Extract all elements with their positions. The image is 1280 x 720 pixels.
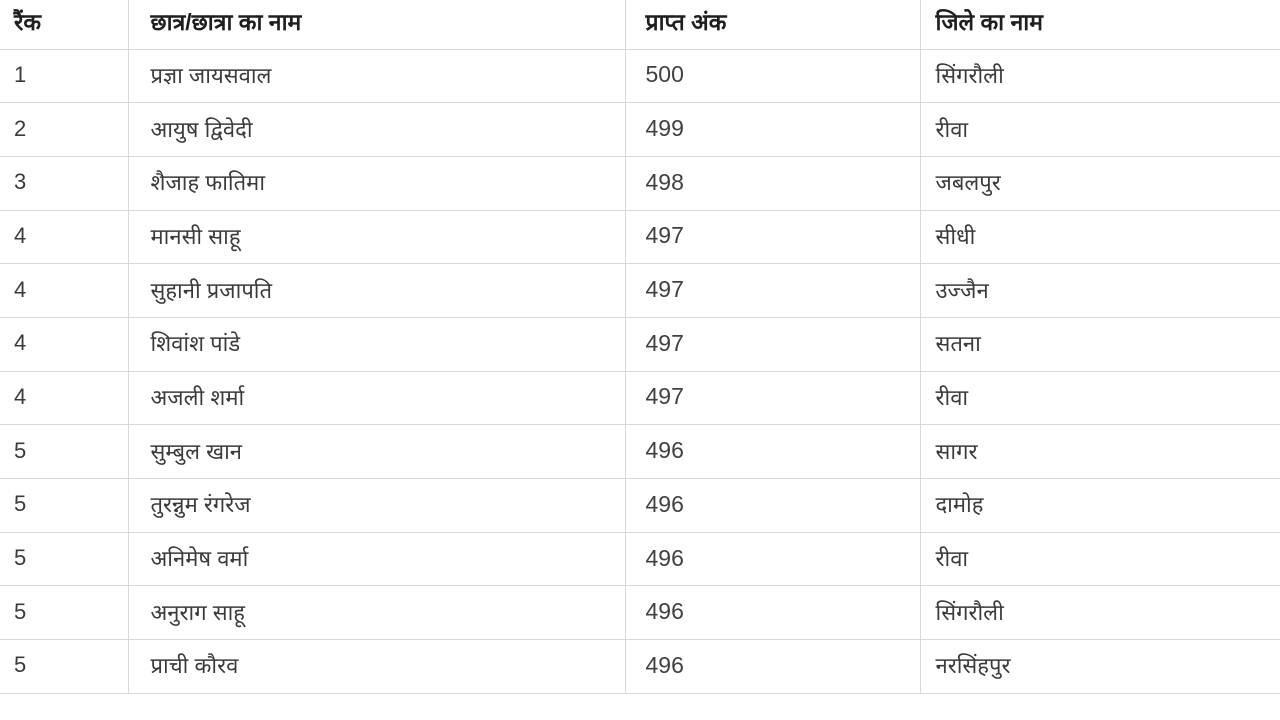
cell-marks: 497 xyxy=(625,263,921,318)
header-row: रैंक छात्र/छात्रा का नाम प्राप्त अंक जिल… xyxy=(0,0,1280,50)
cell-marks: 496 xyxy=(625,478,921,533)
table-header: रैंक छात्र/छात्रा का नाम प्राप्त अंक जिल… xyxy=(0,0,1280,50)
table-row: 4 अजली शर्मा 497 रीवा xyxy=(0,371,1280,426)
table-row: 5 अनुराग साहू 496 सिंगरौली xyxy=(0,585,1280,641)
column-header-name: छात्र/छात्रा का नाम xyxy=(128,0,626,50)
cell-rank: 4 xyxy=(0,263,129,318)
cell-district: सीधी xyxy=(920,210,1280,265)
cell-marks: 496 xyxy=(625,639,921,694)
cell-district: सतना xyxy=(920,317,1280,372)
cell-rank: 2 xyxy=(0,102,129,157)
cell-district: नरसिंहपुर xyxy=(920,639,1280,694)
cell-marks: 496 xyxy=(625,532,921,587)
table-row: 5 तुरन्नुम रंगरेज 496 दामोह xyxy=(0,478,1280,533)
table-row: 5 सुम्बुल खान 496 सागर xyxy=(0,424,1280,479)
table-row: 4 सुहानी प्रजापति 497 उज्जैन xyxy=(0,263,1280,318)
cell-rank: 4 xyxy=(0,210,129,265)
cell-district: रीवा xyxy=(920,371,1280,426)
table-row: 4 मानसी साहू 497 सीधी xyxy=(0,210,1280,265)
cell-marks: 497 xyxy=(625,317,921,372)
cell-rank: 4 xyxy=(0,317,129,372)
cell-student-name: प्रज्ञा जायसवाल xyxy=(128,49,626,104)
cell-rank: 3 xyxy=(0,156,129,211)
cell-district: सिंगरौली xyxy=(920,585,1280,641)
cell-district: रीवा xyxy=(920,532,1280,587)
table-row: 2 आयुष द्विवेदी 499 रीवा xyxy=(0,102,1280,157)
cell-district: सागर xyxy=(920,424,1280,479)
cell-district: दामोह xyxy=(920,478,1280,533)
cell-student-name: शैजाह फातिमा xyxy=(128,156,626,211)
table-row: 3 शैजाह फातिमा 498 जबलपुर xyxy=(0,156,1280,211)
table-row: 5 प्राची कौरव 496 नरसिंहपुर xyxy=(0,639,1280,694)
cell-rank: 5 xyxy=(0,532,129,587)
cell-rank: 5 xyxy=(0,478,129,533)
cell-district: जबलपुर xyxy=(920,156,1280,211)
results-table: रैंक छात्र/छात्रा का नाम प्राप्त अंक जिल… xyxy=(0,0,1280,694)
cell-student-name: अनुराग साहू xyxy=(128,585,626,641)
cell-student-name: सुम्बुल खान xyxy=(128,424,626,479)
cell-student-name: तुरन्नुम रंगरेज xyxy=(128,478,626,533)
cell-marks: 497 xyxy=(625,210,921,265)
table-row: 4 शिवांश पांडे 497 सतना xyxy=(0,317,1280,372)
cell-student-name: मानसी साहू xyxy=(128,210,626,265)
cell-student-name: अनिमेष वर्मा xyxy=(128,532,626,587)
cell-district: सिंगरौली xyxy=(920,49,1280,104)
cell-rank: 4 xyxy=(0,371,129,426)
table-row: 1 प्रज्ञा जायसवाल 500 सिंगरौली xyxy=(0,49,1280,104)
cell-rank: 1 xyxy=(0,49,129,104)
cell-student-name: अजली शर्मा xyxy=(128,371,626,426)
cell-marks: 496 xyxy=(625,585,921,641)
column-header-district: जिले का नाम xyxy=(920,0,1280,50)
cell-marks: 499 xyxy=(625,102,921,157)
cell-marks: 500 xyxy=(625,49,921,104)
cell-student-name: सुहानी प्रजापति xyxy=(128,263,626,318)
cell-district: उज्जैन xyxy=(920,263,1280,318)
cell-student-name: शिवांश पांडे xyxy=(128,317,626,372)
column-header-marks: प्राप्त अंक xyxy=(625,0,921,50)
cell-marks: 498 xyxy=(625,156,921,211)
column-header-rank: रैंक xyxy=(0,0,129,50)
table-body: 1 प्रज्ञा जायसवाल 500 सिंगरौली 2 आयुष द्… xyxy=(0,49,1280,694)
cell-district: रीवा xyxy=(920,102,1280,157)
cell-marks: 497 xyxy=(625,371,921,426)
cell-rank: 5 xyxy=(0,585,129,641)
cell-rank: 5 xyxy=(0,639,129,694)
cell-student-name: प्राची कौरव xyxy=(128,639,626,694)
table-row: 5 अनिमेष वर्मा 496 रीवा xyxy=(0,532,1280,587)
cell-marks: 496 xyxy=(625,424,921,479)
cell-student-name: आयुष द्विवेदी xyxy=(128,102,626,157)
cell-rank: 5 xyxy=(0,424,129,479)
